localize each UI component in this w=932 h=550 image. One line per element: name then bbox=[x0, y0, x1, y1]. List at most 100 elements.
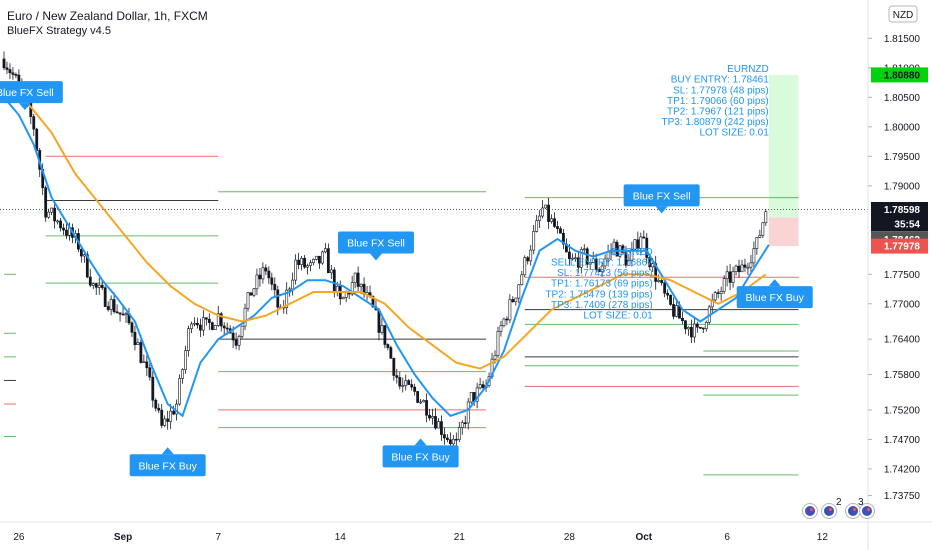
candle bbox=[154, 398, 158, 412]
candle bbox=[550, 214, 553, 224]
candle bbox=[425, 393, 428, 423]
candle bbox=[219, 312, 223, 332]
annotation-line: TP3: 1.80879 (242 pips) bbox=[661, 117, 768, 128]
candle bbox=[222, 322, 226, 337]
candle bbox=[514, 297, 518, 306]
candle bbox=[297, 252, 301, 270]
candle bbox=[416, 390, 420, 404]
candle bbox=[270, 272, 274, 291]
candle bbox=[2, 51, 6, 71]
candle bbox=[615, 239, 619, 257]
signal-text: Blue FX Sell bbox=[347, 238, 405, 250]
candle bbox=[698, 326, 702, 329]
candle bbox=[323, 242, 327, 254]
candle bbox=[538, 209, 542, 228]
signal-labels: Blue FX Sell Blue FX Buy Blue FX Sell Blue … bbox=[0, 81, 813, 477]
candle bbox=[529, 245, 533, 266]
time-tick-label: 12 bbox=[817, 532, 829, 543]
price-tick-label: 1.75200 bbox=[884, 405, 921, 416]
annotation-line: TP3: 1.7409 (278 pips) bbox=[551, 300, 653, 311]
signal-text: Blue FX Buy bbox=[138, 460, 197, 472]
candle bbox=[404, 374, 408, 391]
price-tag: 1.80880 bbox=[871, 67, 928, 83]
price-tick-label: 1.80500 bbox=[884, 93, 921, 104]
candle bbox=[243, 303, 247, 331]
candle bbox=[746, 262, 750, 275]
candle bbox=[713, 291, 717, 303]
candle bbox=[722, 275, 726, 295]
candle bbox=[395, 368, 399, 384]
candle bbox=[410, 379, 414, 391]
candle bbox=[133, 325, 137, 351]
candle bbox=[570, 253, 574, 261]
candle bbox=[532, 224, 536, 255]
candle bbox=[97, 277, 101, 295]
time-tick-label: Sep bbox=[114, 532, 132, 543]
candle bbox=[386, 343, 390, 351]
candle bbox=[535, 214, 539, 233]
sell-signal-label: Blue FX Sell bbox=[623, 184, 700, 214]
candle bbox=[496, 326, 500, 358]
candle bbox=[457, 421, 461, 443]
candle bbox=[5, 61, 9, 74]
candle bbox=[401, 377, 405, 393]
candle bbox=[207, 313, 211, 331]
candle bbox=[246, 292, 250, 312]
candle bbox=[526, 255, 530, 265]
candle bbox=[190, 321, 193, 334]
flag-icon bbox=[859, 503, 875, 519]
candle bbox=[475, 382, 479, 409]
candle bbox=[261, 262, 265, 284]
event-count: 3 bbox=[858, 497, 864, 508]
candle bbox=[264, 264, 268, 276]
candle bbox=[148, 361, 152, 381]
candle bbox=[109, 295, 113, 316]
signal-text: Blue FX Buy bbox=[746, 292, 805, 304]
price-tag: 1.77978 bbox=[871, 238, 928, 254]
candle bbox=[315, 255, 318, 261]
candle bbox=[642, 230, 646, 239]
candle bbox=[273, 277, 277, 299]
price-tick-label: 1.79000 bbox=[884, 181, 921, 192]
candle bbox=[62, 223, 65, 236]
orange-ma-line bbox=[3, 81, 767, 370]
candle bbox=[103, 285, 107, 308]
candle bbox=[193, 317, 196, 327]
candle bbox=[237, 334, 241, 351]
level-lines bbox=[4, 155, 799, 476]
candle bbox=[157, 403, 161, 414]
annotation-line: BUY ENTRY: 1.78461 bbox=[671, 75, 769, 86]
candle bbox=[255, 268, 259, 296]
candle bbox=[460, 420, 464, 435]
candle bbox=[213, 324, 217, 330]
candle bbox=[743, 258, 747, 272]
candle bbox=[166, 410, 170, 430]
candle bbox=[630, 241, 634, 267]
candle bbox=[318, 255, 321, 269]
indicator-name: BlueFX Strategy v4.5 bbox=[7, 25, 111, 37]
candle bbox=[341, 296, 345, 300]
candle bbox=[701, 327, 705, 333]
candle bbox=[50, 207, 54, 216]
candle bbox=[124, 311, 128, 323]
candle bbox=[437, 418, 440, 429]
candle bbox=[160, 404, 164, 429]
candle bbox=[130, 321, 134, 337]
candle bbox=[666, 289, 669, 300]
candle bbox=[398, 371, 402, 390]
candle bbox=[53, 202, 56, 229]
candle bbox=[94, 282, 98, 295]
annotation-line: TP1: 1.76173 (69 pips) bbox=[551, 279, 653, 290]
time-axis: 26 Sep 7 14 21 28 Oct 6 12 bbox=[0, 521, 932, 543]
time-tick-label: 26 bbox=[13, 532, 25, 543]
candle bbox=[761, 222, 765, 238]
candle bbox=[704, 320, 708, 332]
annotation-line: TP2: 1.75479 (139 pips) bbox=[545, 289, 652, 300]
candle bbox=[737, 259, 741, 278]
candle bbox=[181, 368, 184, 384]
flag-icon bbox=[802, 503, 818, 519]
moving-averages bbox=[3, 81, 770, 418]
